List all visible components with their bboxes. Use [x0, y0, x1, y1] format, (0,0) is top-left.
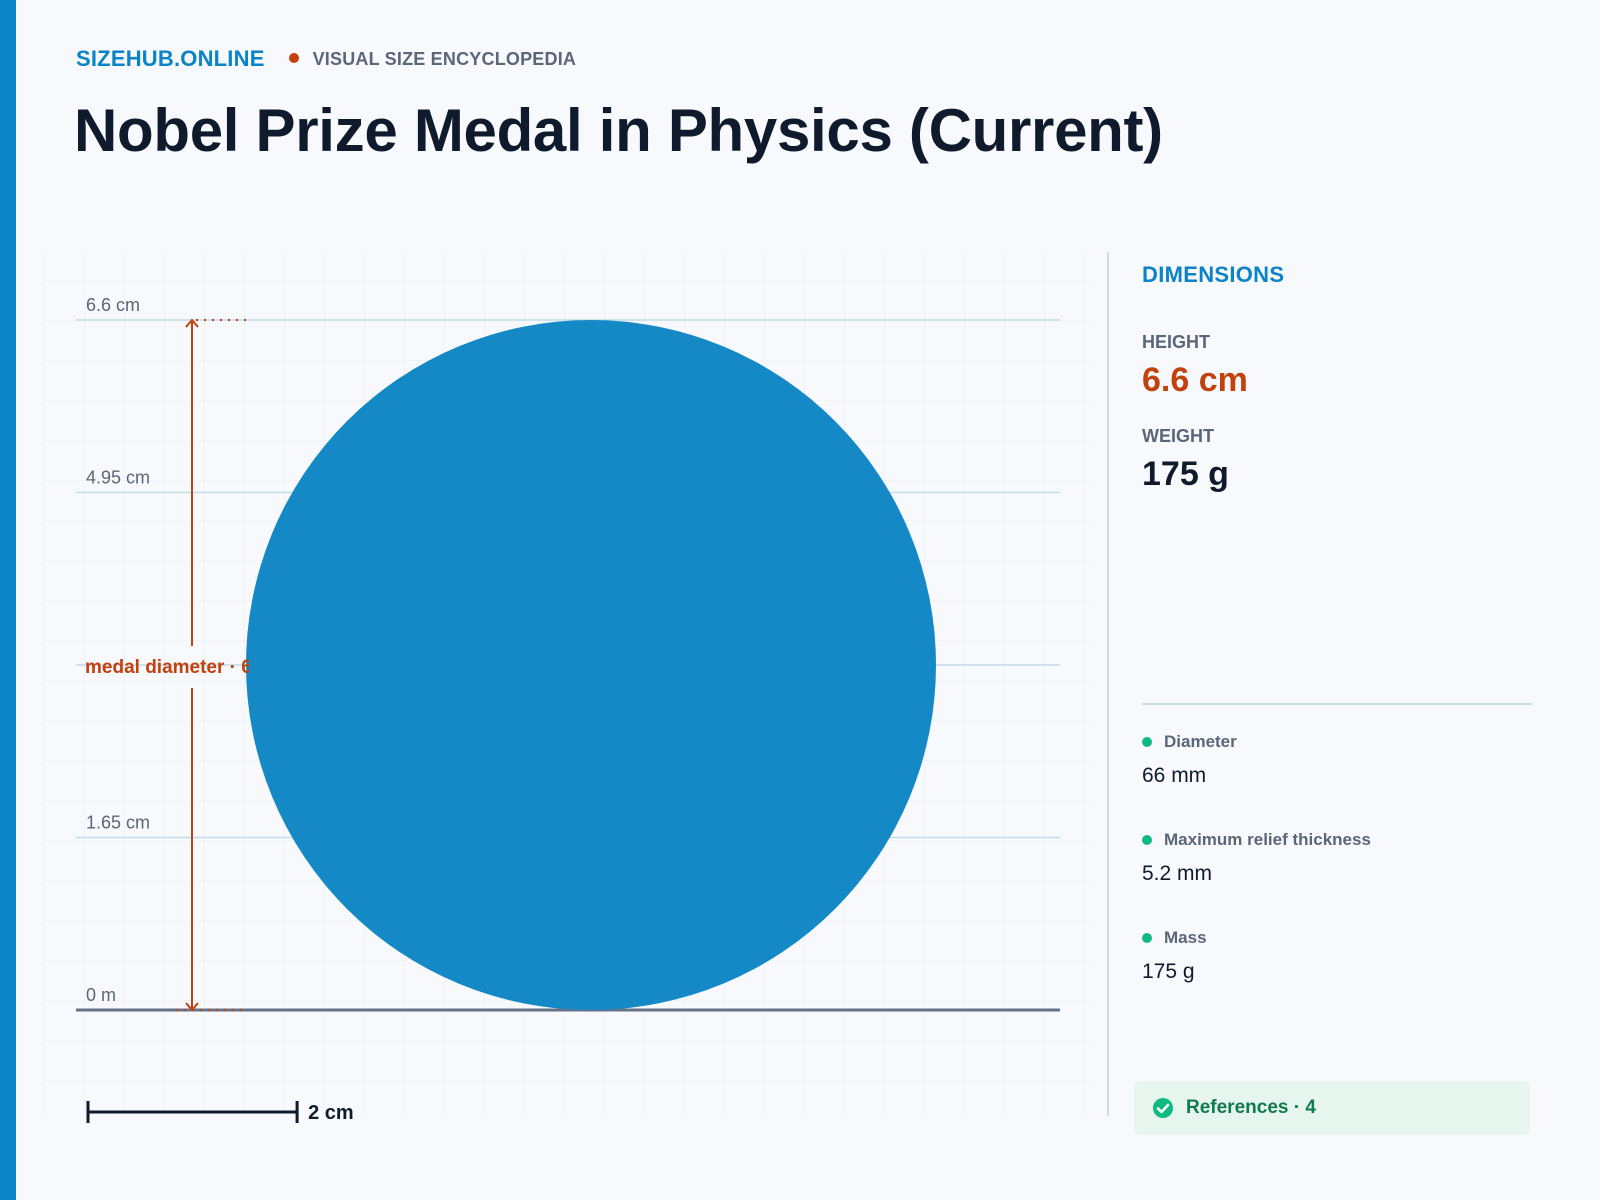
- panel-separator: [1142, 703, 1532, 705]
- status-dot-icon: [1142, 933, 1152, 943]
- property-value: 175 g: [1142, 960, 1195, 983]
- property-item: Mass 175 g: [1142, 928, 1532, 1026]
- panel-divider: [1107, 252, 1109, 1116]
- property-value: 5.2 mm: [1142, 862, 1213, 885]
- property-name: Mass: [1164, 928, 1207, 947]
- separator-dot-icon: [288, 53, 299, 63]
- property-item: Maximum relief thickness 5.2 mm: [1142, 830, 1532, 928]
- height-label: HEIGHT: [1142, 332, 1211, 352]
- tick-label: 0 m: [86, 985, 116, 1005]
- property-name: Diameter: [1164, 732, 1237, 751]
- tick-label: 1.65 cm: [86, 813, 150, 833]
- panel-heading: DIMENSIONS: [1142, 262, 1285, 287]
- arrow-up-icon: [185, 318, 199, 328]
- property-value: 66 mm: [1142, 764, 1207, 787]
- weight-label: WEIGHT: [1142, 426, 1214, 446]
- status-dot-icon: [1142, 737, 1152, 747]
- tick-label: 6.6 cm: [86, 295, 140, 315]
- property-item: Diameter 66 mm: [1142, 732, 1532, 830]
- tick-label: 4.95 cm: [86, 468, 150, 488]
- arrow-down-icon: [185, 1002, 199, 1012]
- references-label: References · 4: [1186, 1097, 1316, 1118]
- height-value: 6.6 cm: [1142, 361, 1248, 399]
- property-list: Diameter 66 mm Maximum relief thickness …: [1142, 732, 1532, 1026]
- tagline: VISUAL SIZE ENCYCLOPEDIA: [312, 48, 577, 69]
- references-badge[interactable]: References · 4: [1134, 1081, 1530, 1135]
- check-circle-icon: [1153, 1098, 1173, 1118]
- property-name: Maximum relief thickness: [1164, 830, 1371, 849]
- page-title: Nobel Prize Medal in Physics (Current): [74, 97, 1163, 164]
- brand-logo[interactable]: SIZEHUB.ONLINE: [76, 46, 265, 71]
- weight-value: 175 g: [1142, 455, 1229, 493]
- scale-bar-label: 2 cm: [308, 1102, 354, 1124]
- header: SIZEHUB.ONLINE VISUAL SIZE ENCYCLOPEDIA: [76, 46, 576, 72]
- size-diagram: 6.6 cm 4.95 cm 1.65 cm 0 m medal diameter ·…: [44, 252, 1090, 1124]
- accent-bar: [0, 0, 16, 1200]
- dimensions-panel: DIMENSIONS HEIGHT 6.6 cm WEIGHT 175 g: [1142, 262, 1532, 494]
- status-dot-icon: [1142, 835, 1152, 845]
- medal-shape: [246, 320, 936, 1010]
- dimension-label: medal diameter · 6.6 cm: [85, 657, 300, 678]
